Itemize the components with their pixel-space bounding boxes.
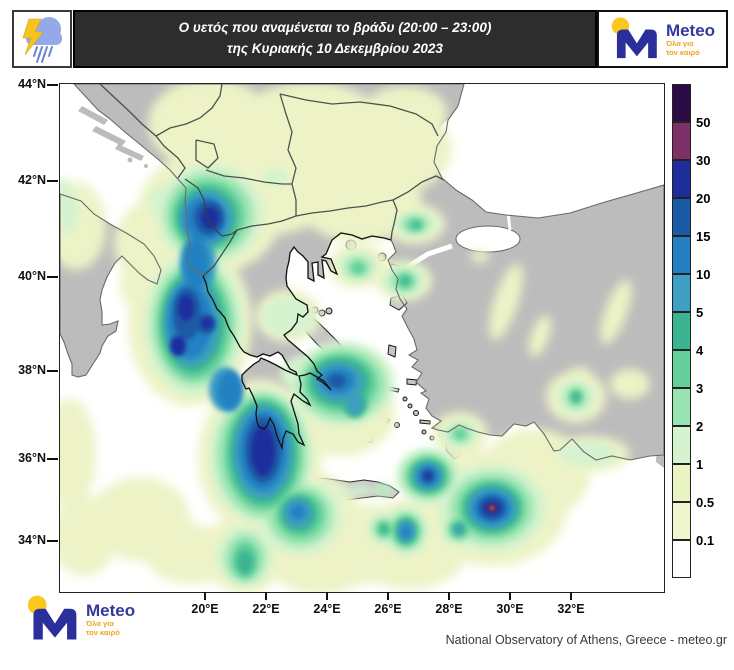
rain-icon [33,46,53,63]
lon-label-30°E: 30°E [496,602,524,616]
legend-color-cell [672,464,691,502]
lightning-bolt-icon [22,18,44,56]
lon-tick [570,592,572,600]
meteo-logo: Meteo Όλα για τον καιρό [610,16,715,62]
legend-value-2: 2 [696,419,704,434]
lat-tick [47,84,58,86]
storm-icon-box [12,10,72,68]
legend-color-cell [672,502,691,540]
legend-color-cell [672,540,691,578]
storm-cloud-lightning-icon [22,17,62,63]
lon-label-28°E: 28°E [435,602,463,616]
weather-map [60,84,664,592]
map-title-line1: Ο υετός που αναμένεται το βράδυ (20:00 –… [178,20,492,36]
legend-color-cell [672,350,691,388]
lat-tick [47,276,58,278]
lon-label-26°E: 26°E [374,602,402,616]
lon-label-22°E: 22°E [252,602,280,616]
footer-logo[interactable]: Meteo Όλα για τον καιρό [26,594,135,644]
lon-tick [448,592,450,600]
title-band: Ο υετός που αναμένεται το βράδυ (20:00 –… [73,10,597,68]
lon-tick [387,592,389,600]
legend-value-1: 1 [696,457,704,472]
meteo-m-icon [27,595,77,640]
lon-tick [265,592,267,600]
legend-value-10: 10 [696,267,711,282]
lat-label-40°N: 40°N [18,269,46,283]
legend-value-20: 20 [696,191,711,206]
lat-label-38°N: 38°N [18,363,46,377]
logo-tagline-1: Όλα για [86,618,114,628]
coastlines [60,84,664,461]
legend-color-cell [672,84,691,122]
lon-label-32°E: 32°E [557,602,585,616]
logo-tagline-1: Όλα για [665,38,694,48]
legend-color-cell [672,198,691,236]
lat-label-34°N: 34°N [18,533,46,547]
legend-value-4: 4 [696,343,704,358]
lat-tick [47,458,58,460]
legend-value-50: 50 [696,115,711,130]
lat-tick [47,180,58,182]
logo-name: Meteo [86,600,136,620]
lon-label-20°E: 20°E [191,602,219,616]
lon-tick [326,592,328,600]
logo-name: Meteo [665,20,716,40]
legend-value-3: 3 [696,381,704,396]
logo-tagline-2: τον καιρό [86,627,120,637]
lat-label-36°N: 36°N [18,451,46,465]
legend-color-cell [672,426,691,464]
map-frame [59,83,665,593]
lon-label-24°E: 24°E [313,602,341,616]
lon-tick [509,592,511,600]
country-borders [99,84,445,277]
legend-color-cell [672,388,691,426]
legend-value-0.1: 0.1 [696,533,715,548]
lat-label-42°N: 42°N [18,173,46,187]
logo-tagline-2: τον καιρό [665,47,700,57]
map-title-line2: της Κυριακής 10 Δεκεμβρίου 2023 [227,41,443,56]
legend-color-cell [672,160,691,198]
legend-color-cell [672,274,691,312]
legend-color-cell [672,122,691,160]
lat-tick [47,370,58,372]
lon-tick [204,592,206,600]
lat-tick [47,540,58,542]
header-logo-box[interactable]: Meteo Όλα για τον καιρό [597,10,728,68]
legend-color-cell [672,312,691,350]
lat-label-44°N: 44°N [18,77,46,91]
legend-value-0.5: 0.5 [696,495,715,510]
legend-value-30: 30 [696,153,711,168]
precip-core [487,504,497,512]
attribution-text: National Observatory of Athens, Greece -… [445,633,727,647]
meteo-m-icon [611,17,657,59]
legend-value-15: 15 [696,229,711,244]
legend-color-cell [672,236,691,274]
legend-value-5: 5 [696,305,704,320]
